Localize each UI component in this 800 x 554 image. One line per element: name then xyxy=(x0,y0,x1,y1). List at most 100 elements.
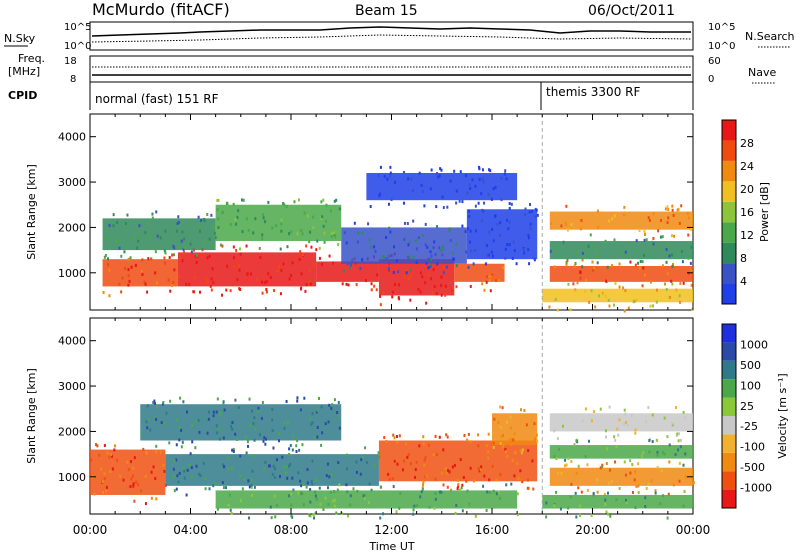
data-cell xyxy=(623,460,626,464)
data-cell xyxy=(282,202,285,206)
data-cell xyxy=(426,245,429,249)
data-cell xyxy=(677,448,680,452)
data-cell xyxy=(502,266,505,270)
data-cell xyxy=(167,278,170,282)
date-title: 06/Oct/2011 xyxy=(588,3,675,19)
data-cell xyxy=(672,262,675,266)
data-cell xyxy=(497,490,500,494)
data-cell xyxy=(519,469,522,473)
data-cell xyxy=(250,483,253,487)
data-cell xyxy=(666,516,669,520)
data-cell xyxy=(387,472,390,476)
data-cell xyxy=(217,198,220,202)
data-cell xyxy=(430,168,433,172)
data-cell xyxy=(487,432,490,436)
data-cell xyxy=(448,229,451,233)
data-cell xyxy=(176,222,179,226)
data-cell xyxy=(690,283,693,287)
data-cell xyxy=(491,227,494,231)
data-band xyxy=(549,241,693,260)
data-cell xyxy=(637,484,640,488)
data-cell xyxy=(346,514,349,518)
data-cell xyxy=(422,480,425,484)
data-cell xyxy=(521,448,524,452)
data-cell xyxy=(595,254,598,258)
data-cell xyxy=(222,400,225,404)
data-cell xyxy=(313,436,316,440)
data-cell xyxy=(403,237,406,241)
data-cell xyxy=(163,422,166,426)
data-cell xyxy=(260,416,263,420)
data-cell xyxy=(440,249,443,253)
data-cell xyxy=(678,300,681,304)
data-cell xyxy=(140,269,143,273)
data-cell xyxy=(432,453,435,457)
data-cell xyxy=(599,407,602,411)
colorbar-cell xyxy=(722,140,736,161)
data-cell xyxy=(160,450,163,454)
data-cell xyxy=(375,288,378,292)
data-cell xyxy=(643,238,646,242)
data-cell xyxy=(216,397,219,401)
data-cell xyxy=(423,464,426,468)
data-cell xyxy=(668,295,671,299)
data-cell xyxy=(637,462,640,466)
data-cell xyxy=(378,194,381,198)
data-cell xyxy=(356,240,359,244)
data-cell xyxy=(410,177,413,181)
data-cell xyxy=(392,270,395,274)
data-cell xyxy=(686,211,689,215)
data-cell xyxy=(507,227,510,231)
data-cell xyxy=(474,184,477,188)
data-cell xyxy=(245,244,248,248)
data-cell xyxy=(684,452,687,456)
noise-left-tick-bottom: 10^0 xyxy=(64,41,91,52)
data-cell xyxy=(660,469,663,473)
data-cell xyxy=(462,475,465,479)
data-cell xyxy=(148,236,151,240)
data-cell xyxy=(450,488,453,492)
data-cell xyxy=(606,512,609,516)
data-cell xyxy=(163,469,166,473)
data-cell xyxy=(337,401,340,405)
data-cell xyxy=(191,440,194,444)
data-cell xyxy=(688,216,691,220)
data-cell xyxy=(251,493,254,497)
data-cell xyxy=(342,269,345,273)
data-cell xyxy=(404,442,407,446)
data-cell xyxy=(555,490,558,494)
data-cell xyxy=(379,294,382,298)
data-cell xyxy=(332,499,335,503)
data-cell xyxy=(691,307,694,311)
data-cell xyxy=(566,259,569,263)
data-cell xyxy=(261,237,264,241)
data-cell xyxy=(634,431,637,435)
data-cell xyxy=(576,281,579,285)
data-cell xyxy=(181,230,184,234)
data-cell xyxy=(672,213,675,217)
data-cell xyxy=(648,219,651,223)
data-cell xyxy=(227,503,230,507)
data-cell xyxy=(115,239,118,243)
data-band xyxy=(341,227,467,264)
data-cell xyxy=(237,406,240,410)
data-cell xyxy=(393,436,396,440)
data-cell xyxy=(455,189,458,193)
data-cell xyxy=(553,265,556,269)
data-cell xyxy=(500,198,503,202)
data-cell xyxy=(240,198,243,202)
data-cell xyxy=(512,240,515,244)
data-cell xyxy=(181,259,184,263)
data-cell xyxy=(330,406,333,410)
data-cell xyxy=(301,232,304,236)
data-cell xyxy=(501,445,504,449)
data-cell xyxy=(531,459,534,463)
data-cell xyxy=(280,268,283,272)
data-cell xyxy=(650,240,653,244)
data-cell xyxy=(241,230,244,234)
data-cell xyxy=(363,496,366,500)
data-cell xyxy=(203,219,206,223)
data-cell xyxy=(468,215,471,219)
data-cell xyxy=(123,266,126,270)
data-cell xyxy=(534,215,537,219)
